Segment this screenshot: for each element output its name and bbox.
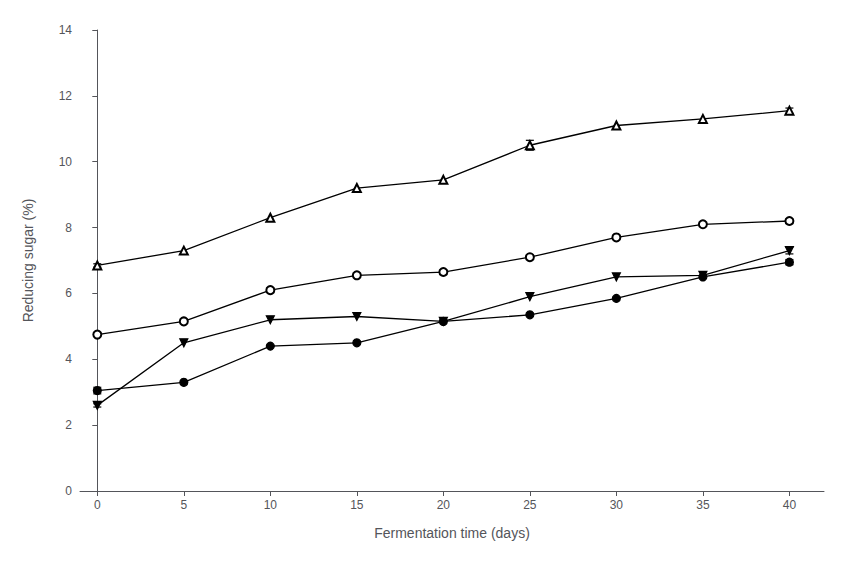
- svg-text:14: 14: [59, 23, 73, 37]
- svg-text:10: 10: [59, 155, 73, 169]
- svg-text:4: 4: [65, 352, 72, 366]
- svg-text:40: 40: [783, 498, 797, 512]
- svg-text:5: 5: [180, 498, 187, 512]
- svg-text:25: 25: [523, 498, 537, 512]
- svg-text:0: 0: [94, 498, 101, 512]
- svg-text:12: 12: [59, 89, 73, 103]
- svg-text:30: 30: [610, 498, 624, 512]
- svg-text:15: 15: [350, 498, 364, 512]
- svg-text:20: 20: [437, 498, 451, 512]
- svg-text:35: 35: [696, 498, 710, 512]
- svg-text:Fermentation time (days): Fermentation time (days): [374, 525, 530, 541]
- svg-text:8: 8: [65, 221, 72, 235]
- svg-text:0: 0: [65, 484, 72, 498]
- svg-text:2: 2: [65, 418, 72, 432]
- svg-text:Reducing sugar (%): Reducing sugar (%): [20, 199, 36, 323]
- svg-text:6: 6: [65, 286, 72, 300]
- svg-text:10: 10: [264, 498, 278, 512]
